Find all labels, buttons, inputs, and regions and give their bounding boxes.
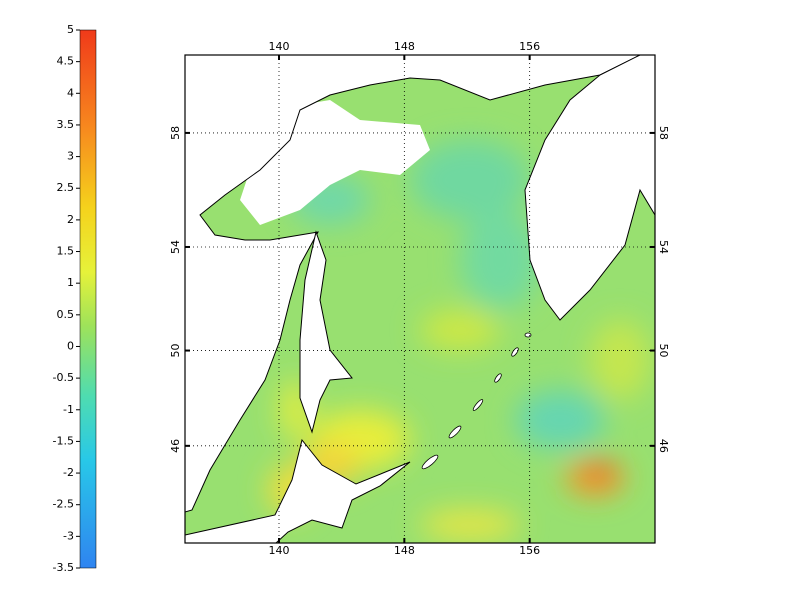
lat-label-left: 50 — [169, 344, 182, 358]
colorbar — [79, 29, 97, 569]
lat-label-left: 54 — [169, 240, 182, 254]
lon-label-bottom: 148 — [394, 544, 415, 557]
lon-label-top: 156 — [519, 40, 540, 53]
colorbar-label: 2 — [67, 213, 74, 226]
colorbar-label: -1 — [63, 403, 74, 416]
lat-label-right: 50 — [657, 344, 670, 358]
colorbar-label: 5 — [67, 23, 74, 36]
lon-label-top: 140 — [269, 40, 290, 53]
lat-label-left: 46 — [169, 439, 182, 453]
lat-label-right: 58 — [657, 126, 670, 140]
colorbar-label: 0 — [67, 339, 74, 352]
colorbar-label: 2.5 — [57, 181, 75, 194]
colorbar-label: -3 — [63, 529, 74, 542]
colorbar-label: 3 — [67, 150, 74, 163]
colorbar-label: 0.5 — [57, 308, 75, 321]
colorbar-label: -2 — [63, 466, 74, 479]
colorbar-label: -3.5 — [53, 561, 74, 574]
colorbar-label: 1.5 — [57, 245, 75, 258]
colorbar-label: -1.5 — [53, 434, 74, 447]
colorbar-label: 1 — [67, 276, 74, 289]
colorbar-label: -2.5 — [53, 498, 74, 511]
lon-label-bottom: 140 — [269, 544, 290, 557]
colorbar-label: 3.5 — [57, 118, 75, 131]
colorbar-label: 4 — [67, 86, 74, 99]
lon-label-bottom: 156 — [519, 544, 540, 557]
lat-label-left: 58 — [169, 126, 182, 140]
lat-label-right: 54 — [657, 240, 670, 254]
field — [185, 55, 655, 543]
lat-label-right: 46 — [657, 439, 670, 453]
colorbar-label: -0.5 — [53, 371, 74, 384]
colorbar-label: 4.5 — [57, 55, 75, 68]
map-frame — [184, 54, 656, 544]
lon-label-top: 148 — [394, 40, 415, 53]
